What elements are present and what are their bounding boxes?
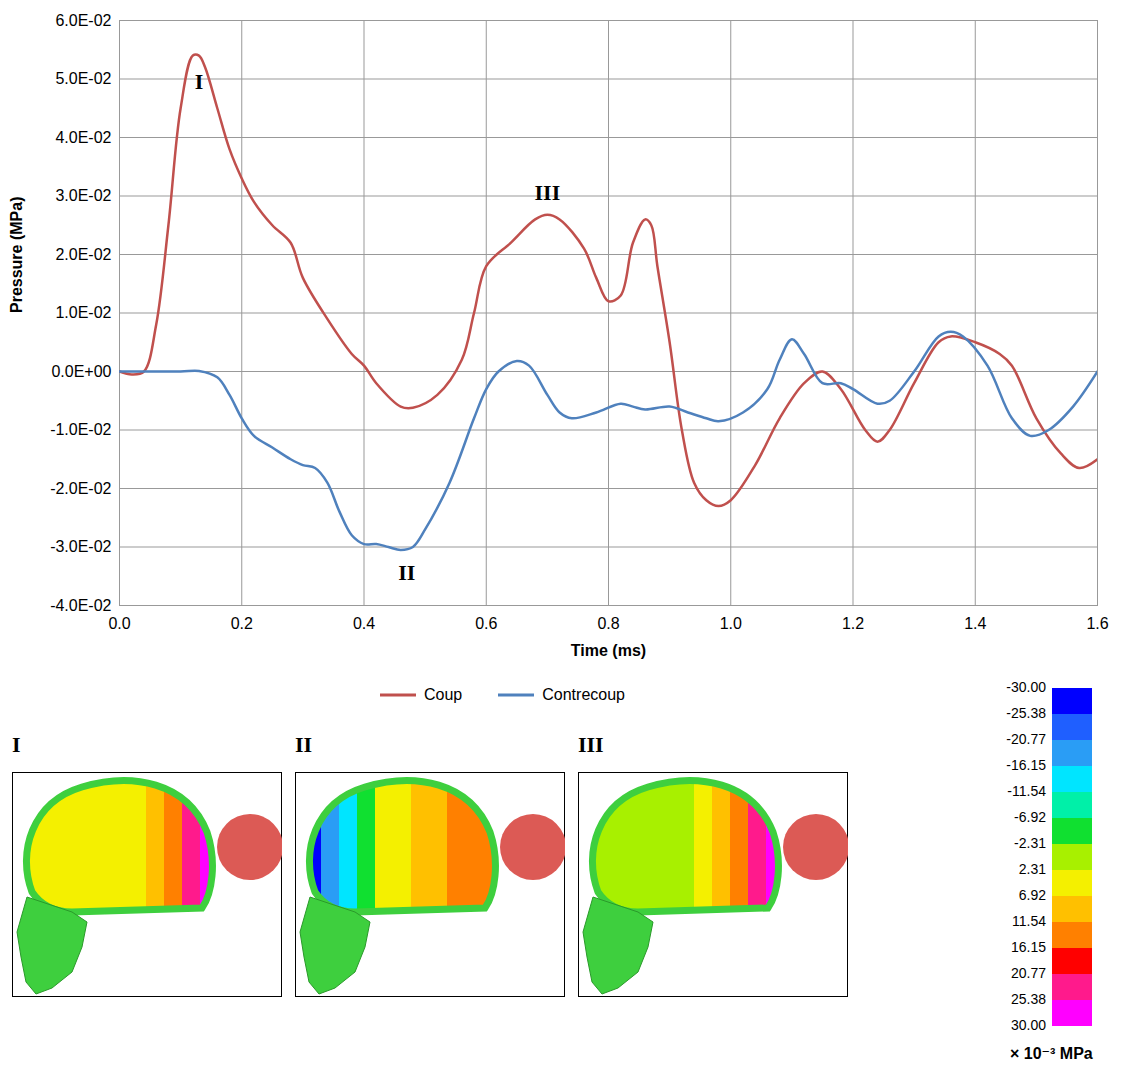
html-text:× 10⁻³ MPa: × 10⁻³ MPa [1010,1045,1093,1062]
svg-text:20.77: 20.77 [1011,965,1046,981]
svg-text:1.4: 1.4 [964,615,986,632]
svg-text:30.00: 30.00 [1011,1017,1046,1033]
svg-text:-6.92: -6.92 [1014,809,1046,825]
svg-text:-25.38: -25.38 [1006,705,1046,721]
html-text:I: I [12,732,21,757]
svg-text:4.0E-02: 4.0E-02 [55,129,111,146]
svg-text:2.31: 2.31 [1019,861,1046,877]
svg-text:-1.0E-02: -1.0E-02 [50,421,111,438]
svg-text:-16.15: -16.15 [1006,757,1046,773]
svg-text:0.6: 0.6 [475,615,497,632]
svg-text:1.0: 1.0 [720,615,742,632]
svg-text:III: III [535,180,561,205]
svg-text:0.4: 0.4 [353,615,375,632]
svg-text:16.15: 16.15 [1011,939,1046,955]
svg-text:5.0E-02: 5.0E-02 [55,70,111,87]
svg-text:-11.54: -11.54 [1007,783,1046,799]
svg-text:0.0E+00: 0.0E+00 [51,363,111,380]
svg-text:0.0: 0.0 [108,615,130,632]
svg-text:-30.00: -30.00 [1006,680,1046,695]
svg-text:6.92: 6.92 [1019,887,1046,903]
html-text:II: II [295,732,313,757]
svg-text:1.2: 1.2 [842,615,864,632]
svg-text:3.0E-02: 3.0E-02 [55,187,111,204]
svg-text:-20.77: -20.77 [1006,731,1046,747]
svg-text:1.6: 1.6 [1086,615,1108,632]
svg-text:I: I [195,69,204,94]
svg-text:-3.0E-02: -3.0E-02 [50,538,111,555]
svg-text:-2.0E-02: -2.0E-02 [50,480,111,497]
svg-text:II: II [398,560,415,585]
svg-text:1.0E-02: 1.0E-02 [55,304,111,321]
svg-text:11.54: 11.54 [1012,913,1046,929]
svg-text:25.38: 25.38 [1011,991,1046,1007]
svg-text:-4.0E-02: -4.0E-02 [50,597,111,614]
svg-text:6.0E-02: 6.0E-02 [55,12,111,29]
html-text:III: III [578,732,604,757]
svg-text:0.8: 0.8 [597,615,619,632]
svg-text:-2.31: -2.31 [1014,835,1046,851]
svg-text:Time (ms): Time (ms) [571,642,646,659]
html-text:Coup: Coup [424,686,463,703]
html-text:Contrecoup: Contrecoup [542,686,625,703]
svg-text:Pressure (MPa): Pressure (MPa) [8,197,25,314]
svg-text:0.2: 0.2 [231,615,253,632]
svg-text:2.0E-02: 2.0E-02 [55,246,111,263]
